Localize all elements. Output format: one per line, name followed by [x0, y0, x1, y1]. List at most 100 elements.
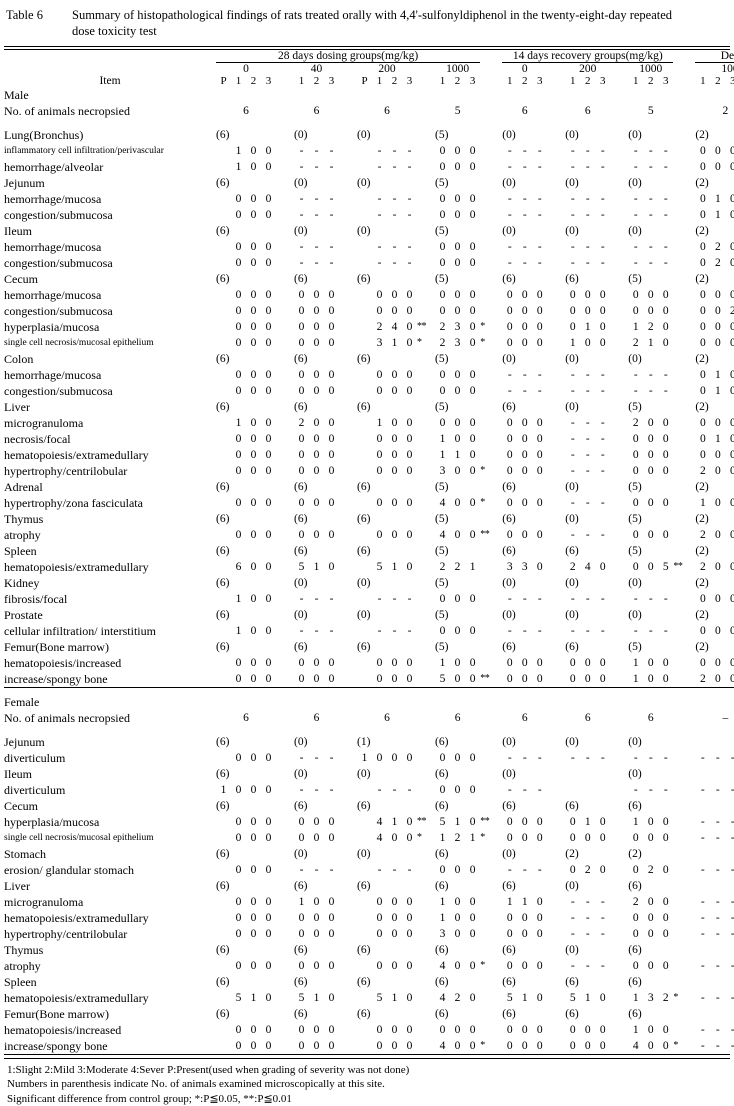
significance-marker-spacer: [417, 607, 430, 623]
significance-marker: [673, 750, 686, 766]
data-cell: -: [633, 369, 638, 382]
necropsied-count: 6: [384, 712, 390, 725]
significance-marker: [339, 431, 352, 447]
significance-marker: [610, 958, 623, 974]
necropsied-row: No. of animals necropsied 6 6 6 6 6 6 6–: [4, 710, 734, 726]
data-cell: -: [715, 1040, 720, 1053]
significance-marker-spacer: [610, 175, 623, 191]
data-cell: -: [392, 593, 397, 606]
data-cell: 0: [454, 241, 461, 254]
cell-gap: [686, 415, 695, 431]
data-cell: -: [585, 928, 590, 941]
data-cell: 0: [536, 992, 543, 1005]
data-cell: 0: [265, 337, 272, 350]
data-cell: 0: [469, 369, 476, 382]
header-dose-row: Item0402001000020010001000: [4, 63, 734, 87]
significance-marker-spacer: [547, 798, 560, 814]
data-cell: 0: [391, 673, 398, 686]
data-cell: 0: [406, 657, 413, 670]
animals-examined-count: (6): [294, 1008, 308, 1021]
significance-marker: [673, 830, 686, 846]
significance-marker-spacer: [480, 639, 493, 655]
animals-examined-count: (0): [294, 736, 308, 749]
grade-col-label: 3: [406, 75, 413, 88]
data-cell: 0: [599, 321, 606, 334]
data-cell: 4: [391, 321, 398, 334]
data-cell: -: [537, 752, 542, 765]
significance-marker-spacer: [610, 942, 623, 958]
significance-marker: [339, 814, 352, 830]
animals-examined-count: (0): [628, 129, 642, 142]
data-cell-empty: [216, 990, 231, 1006]
significance-marker: [610, 319, 623, 335]
data-cell: -: [633, 784, 638, 797]
finding-label: single cell necrosis/mucosal epithelium: [4, 338, 154, 349]
significance-marker-spacer: [673, 271, 686, 287]
data-cell: 0: [632, 449, 639, 462]
data-cell: 0: [506, 497, 513, 510]
data-cell: 0: [265, 561, 272, 574]
data-cell: -: [377, 241, 382, 254]
cell-gap: [493, 303, 502, 319]
data-cell: 0: [391, 529, 398, 542]
organ-label: Liver: [4, 879, 30, 894]
animals-examined-count: (6): [216, 976, 230, 989]
data-cell-empty: [216, 655, 231, 671]
significance-marker: [480, 383, 493, 399]
data-cell: 1: [714, 433, 721, 446]
animals-examined-count: (0): [628, 768, 642, 781]
cell-gap: [493, 591, 502, 607]
grade-col-label: 2: [391, 75, 398, 88]
animals-examined-count: [695, 846, 734, 862]
data-cell: -: [663, 209, 668, 222]
data-cell: 0: [521, 912, 528, 925]
data-cell: 0: [469, 752, 476, 765]
data-cell: -: [329, 257, 334, 270]
data-cell: 1: [439, 896, 446, 909]
significance-marker: [339, 830, 352, 846]
animals-examined-count: (6): [357, 273, 371, 286]
data-cell: 0: [328, 1040, 335, 1053]
significance-marker: [547, 862, 560, 878]
data-cell: 0: [699, 257, 706, 270]
significance-marker: [339, 527, 352, 543]
data-cell: -: [633, 193, 638, 206]
data-cell: 0: [235, 673, 242, 686]
animals-examined-count: (6): [357, 944, 371, 957]
data-cell: 0: [469, 465, 476, 478]
cell-gap: [493, 271, 502, 287]
animals-examined-count: (0): [502, 768, 516, 781]
data-cell: -: [585, 497, 590, 510]
significance-marker: [610, 926, 623, 942]
animals-examined-count: [695, 974, 734, 990]
data-cell: 5: [298, 992, 305, 1005]
data-cell: -: [585, 257, 590, 270]
data-cell: 0: [439, 369, 446, 382]
significance-marker-spacer: [417, 511, 430, 527]
data-cell: 0: [250, 832, 257, 845]
data-cell-empty: [357, 383, 372, 399]
data-cell: -: [633, 625, 638, 638]
data-cell: 0: [265, 321, 272, 334]
dose-gap: [673, 63, 695, 76]
data-cell: 0: [521, 1024, 528, 1037]
data-cell: 0: [328, 992, 335, 1005]
significance-marker-spacer: [480, 511, 493, 527]
significance-marker: [673, 894, 686, 910]
organ-label: Prostate: [4, 608, 43, 623]
data-cell: 0: [454, 593, 461, 606]
data-cell: -: [715, 896, 720, 909]
animals-examined-count: (0): [357, 129, 371, 142]
data-cell: 0: [439, 145, 446, 158]
significance-marker: [276, 287, 289, 303]
data-cell: 0: [454, 161, 461, 174]
grade-col-label: 1: [376, 75, 383, 88]
significance-marker: [673, 239, 686, 255]
data-cell: 1: [391, 337, 398, 350]
data-cell: 0: [599, 832, 606, 845]
significance-marker: [276, 926, 289, 942]
animals-examined-count: (6): [435, 768, 449, 781]
organ-row: Prostate (6) (0) (0) (5) (0) (0) (0) (2): [4, 607, 734, 623]
significance-marker: [417, 750, 430, 766]
data-cell: 0: [506, 337, 513, 350]
